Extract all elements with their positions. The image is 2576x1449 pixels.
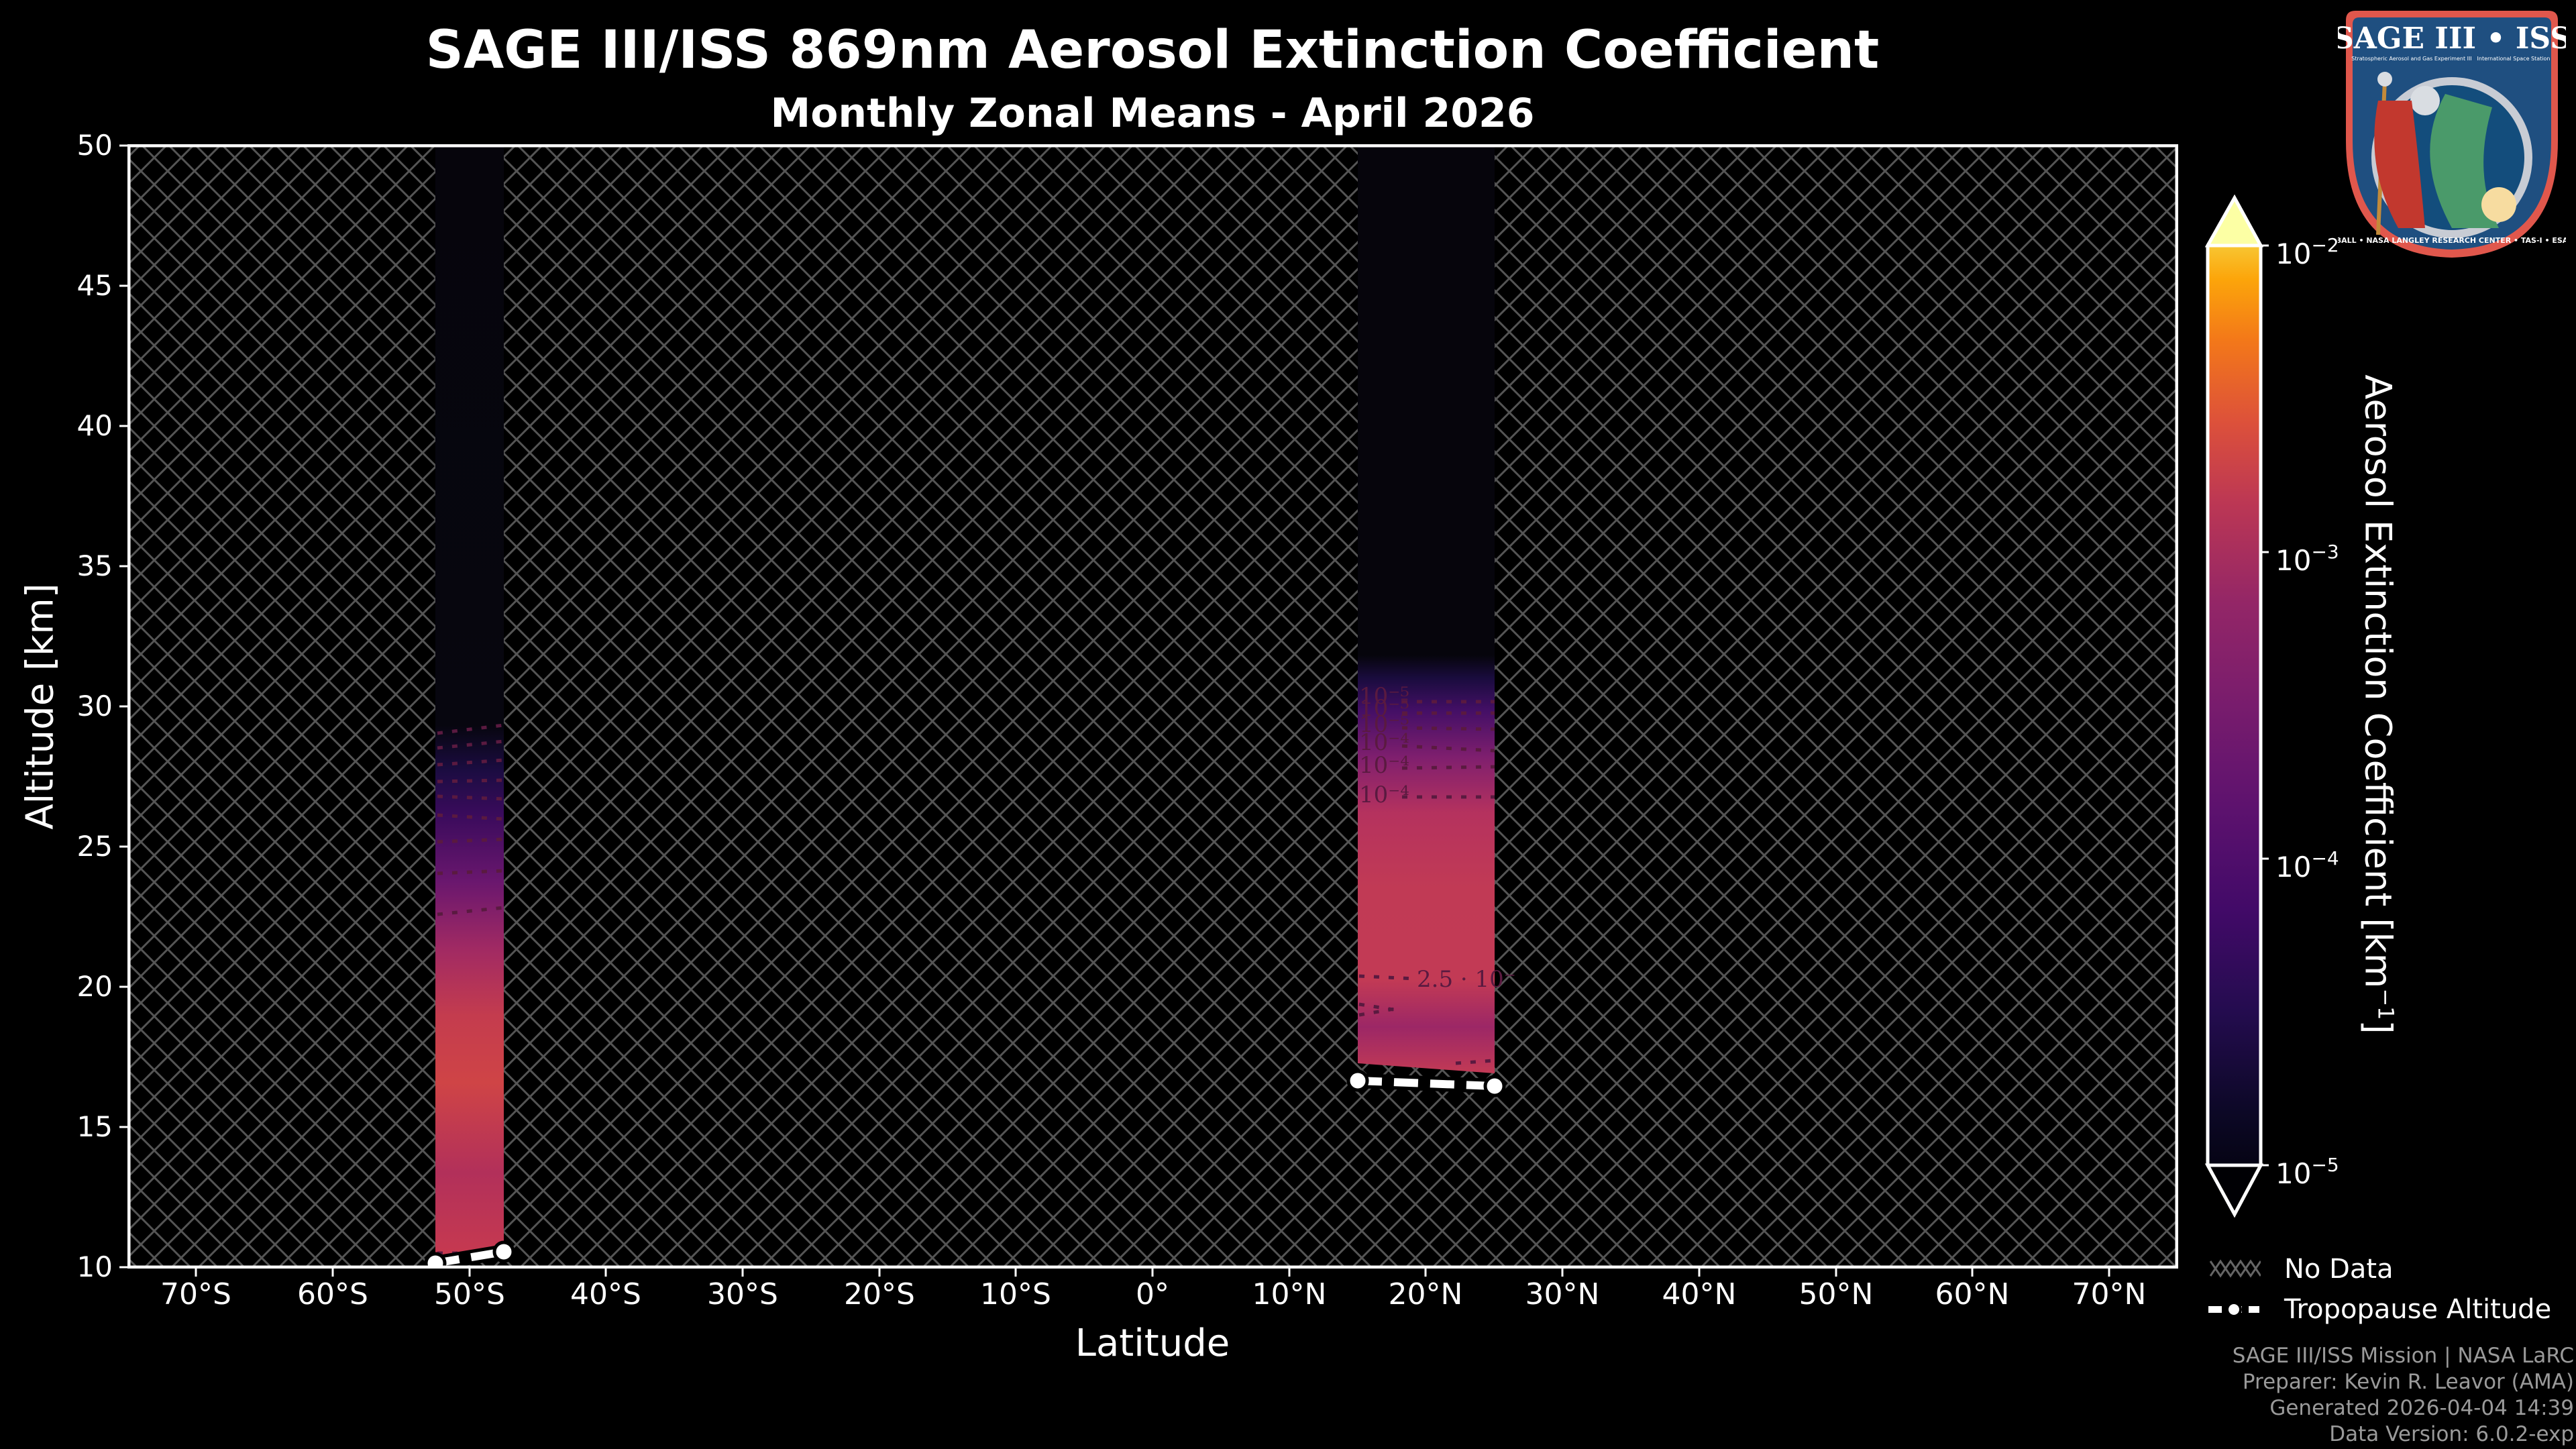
hatch-swatch-icon xyxy=(2209,1259,2261,1278)
colorbar-gradient xyxy=(2206,194,2263,1218)
contour-lines-20n xyxy=(1358,700,1495,1065)
svg-text:10⁻⁵: 10⁻⁵ xyxy=(1359,695,1409,722)
xtick-30n: 30°N xyxy=(1525,1277,1600,1311)
svg-text:10⁻⁵: 10⁻⁵ xyxy=(1359,711,1409,738)
colorbar-tick-1e-4: 10−4 xyxy=(2275,847,2339,883)
xtick-50s: 50°S xyxy=(434,1277,505,1311)
chart-subtitle: Monthly Zonal Means - April 2026 xyxy=(770,90,1535,137)
logo-caption-right: International Space Station xyxy=(2477,56,2551,62)
ytick-20: 20 xyxy=(76,970,113,1003)
ytick-25: 25 xyxy=(76,830,113,863)
logo-ring-text: BALL • NASA LANGLEY RESEARCH CENTER • TA… xyxy=(2338,236,2566,245)
svg-text:10⁻⁵: 10⁻⁵ xyxy=(1359,683,1409,710)
svg-text:10⁻⁴: 10⁻⁴ xyxy=(1359,752,1409,779)
chart-title: SAGE III/ISS 869nm Aerosol Extinction Co… xyxy=(425,20,1880,80)
xtick-20s: 20°S xyxy=(844,1277,915,1311)
y-axis-label: Altitude [km] xyxy=(18,583,62,830)
tropopause-line xyxy=(424,1069,1506,1269)
x-axis-label: Latitude xyxy=(1075,1322,1230,1365)
plot-area: 10⁻⁵ 10⁻⁵ 10⁻⁵ 10⁻⁴ 10⁻⁴ 10⁻⁴ 2.5 · 10⁻ xyxy=(127,144,2178,1269)
credits-generated: Generated 2026-04-04 14:39 xyxy=(2269,1396,2574,1420)
xtick-60n: 60°N xyxy=(1935,1277,2010,1311)
data-column-50s xyxy=(435,144,504,1262)
svg-text:10⁻⁴: 10⁻⁴ xyxy=(1359,729,1409,756)
svg-text:10⁻⁴: 10⁻⁴ xyxy=(1359,782,1409,808)
credits-preparer: Preparer: Kevin R. Leavor (AMA) xyxy=(2242,1370,2574,1394)
xtick-40n: 40°N xyxy=(1662,1277,1737,1311)
tropopause-line-marker-icon xyxy=(2208,1301,2259,1318)
ytick-45: 45 xyxy=(76,269,113,302)
axes-frame xyxy=(127,144,2178,1269)
colorbar-label: Aerosol Extinction Coefficient [km−1] xyxy=(2357,374,2400,1034)
xtick-60s: 60°S xyxy=(297,1277,368,1311)
ytick-35: 35 xyxy=(76,549,113,582)
xtick-0: 0° xyxy=(1136,1277,1169,1311)
xtick-40s: 40°S xyxy=(570,1277,641,1311)
xtick-10n: 10°N xyxy=(1252,1277,1327,1311)
heatmap-canvas: 10⁻⁵ 10⁻⁵ 10⁻⁵ 10⁻⁴ 10⁻⁴ 10⁻⁴ 2.5 · 10⁻ xyxy=(127,144,2178,1269)
svg-text:2.5 · 10⁻: 2.5 · 10⁻ xyxy=(1417,966,1516,993)
colorbar-tick-1e-3: 10−3 xyxy=(2275,541,2339,577)
colorbar-tick-1e-2: 10−2 xyxy=(2275,234,2339,270)
xtick-20n: 20°N xyxy=(1388,1277,1463,1311)
contour-labels-20n: 10⁻⁵ 10⁻⁵ 10⁻⁵ 10⁻⁴ 10⁻⁴ 10⁻⁴ 2.5 · 10⁻ xyxy=(1359,683,1516,993)
colorbar-tick-1e-5: 10−5 xyxy=(2275,1154,2339,1190)
credits: SAGE III/ISS Mission | NASA LaRC Prepare… xyxy=(2233,1343,2574,1448)
credits-mission: SAGE III/ISS Mission | NASA LaRC xyxy=(2232,1344,2574,1368)
sage-iii-iss-mission-patch: SAGE III • ISS Stratospheric Aerosol and… xyxy=(2338,11,2566,258)
colorbar xyxy=(2204,194,2269,1218)
xtick-70s: 70°S xyxy=(160,1277,231,1311)
logo-title: SAGE III • ISS xyxy=(2338,21,2566,56)
ytick-50: 50 xyxy=(76,129,113,162)
ytick-10: 10 xyxy=(76,1250,113,1283)
ytick-15: 15 xyxy=(76,1110,113,1143)
data-column-20n xyxy=(1358,144,1495,1073)
xtick-10s: 10°S xyxy=(980,1277,1051,1311)
credits-data-version: Data Version: 6.0.2-exp xyxy=(2329,1422,2574,1446)
xtick-50n: 50°N xyxy=(1799,1277,1874,1311)
xtick-70n: 70°N xyxy=(2072,1277,2147,1311)
colorbar-extend-min-arrow xyxy=(2204,1163,2264,1218)
xtick-30s: 30°S xyxy=(707,1277,778,1311)
ytick-30: 30 xyxy=(76,690,113,722)
colorbar-extend-max-arrow xyxy=(2204,194,2264,248)
ytick-40: 40 xyxy=(76,409,113,442)
logo-caption-left: Stratospheric Aerosol and Gas Experiment… xyxy=(2351,56,2471,62)
